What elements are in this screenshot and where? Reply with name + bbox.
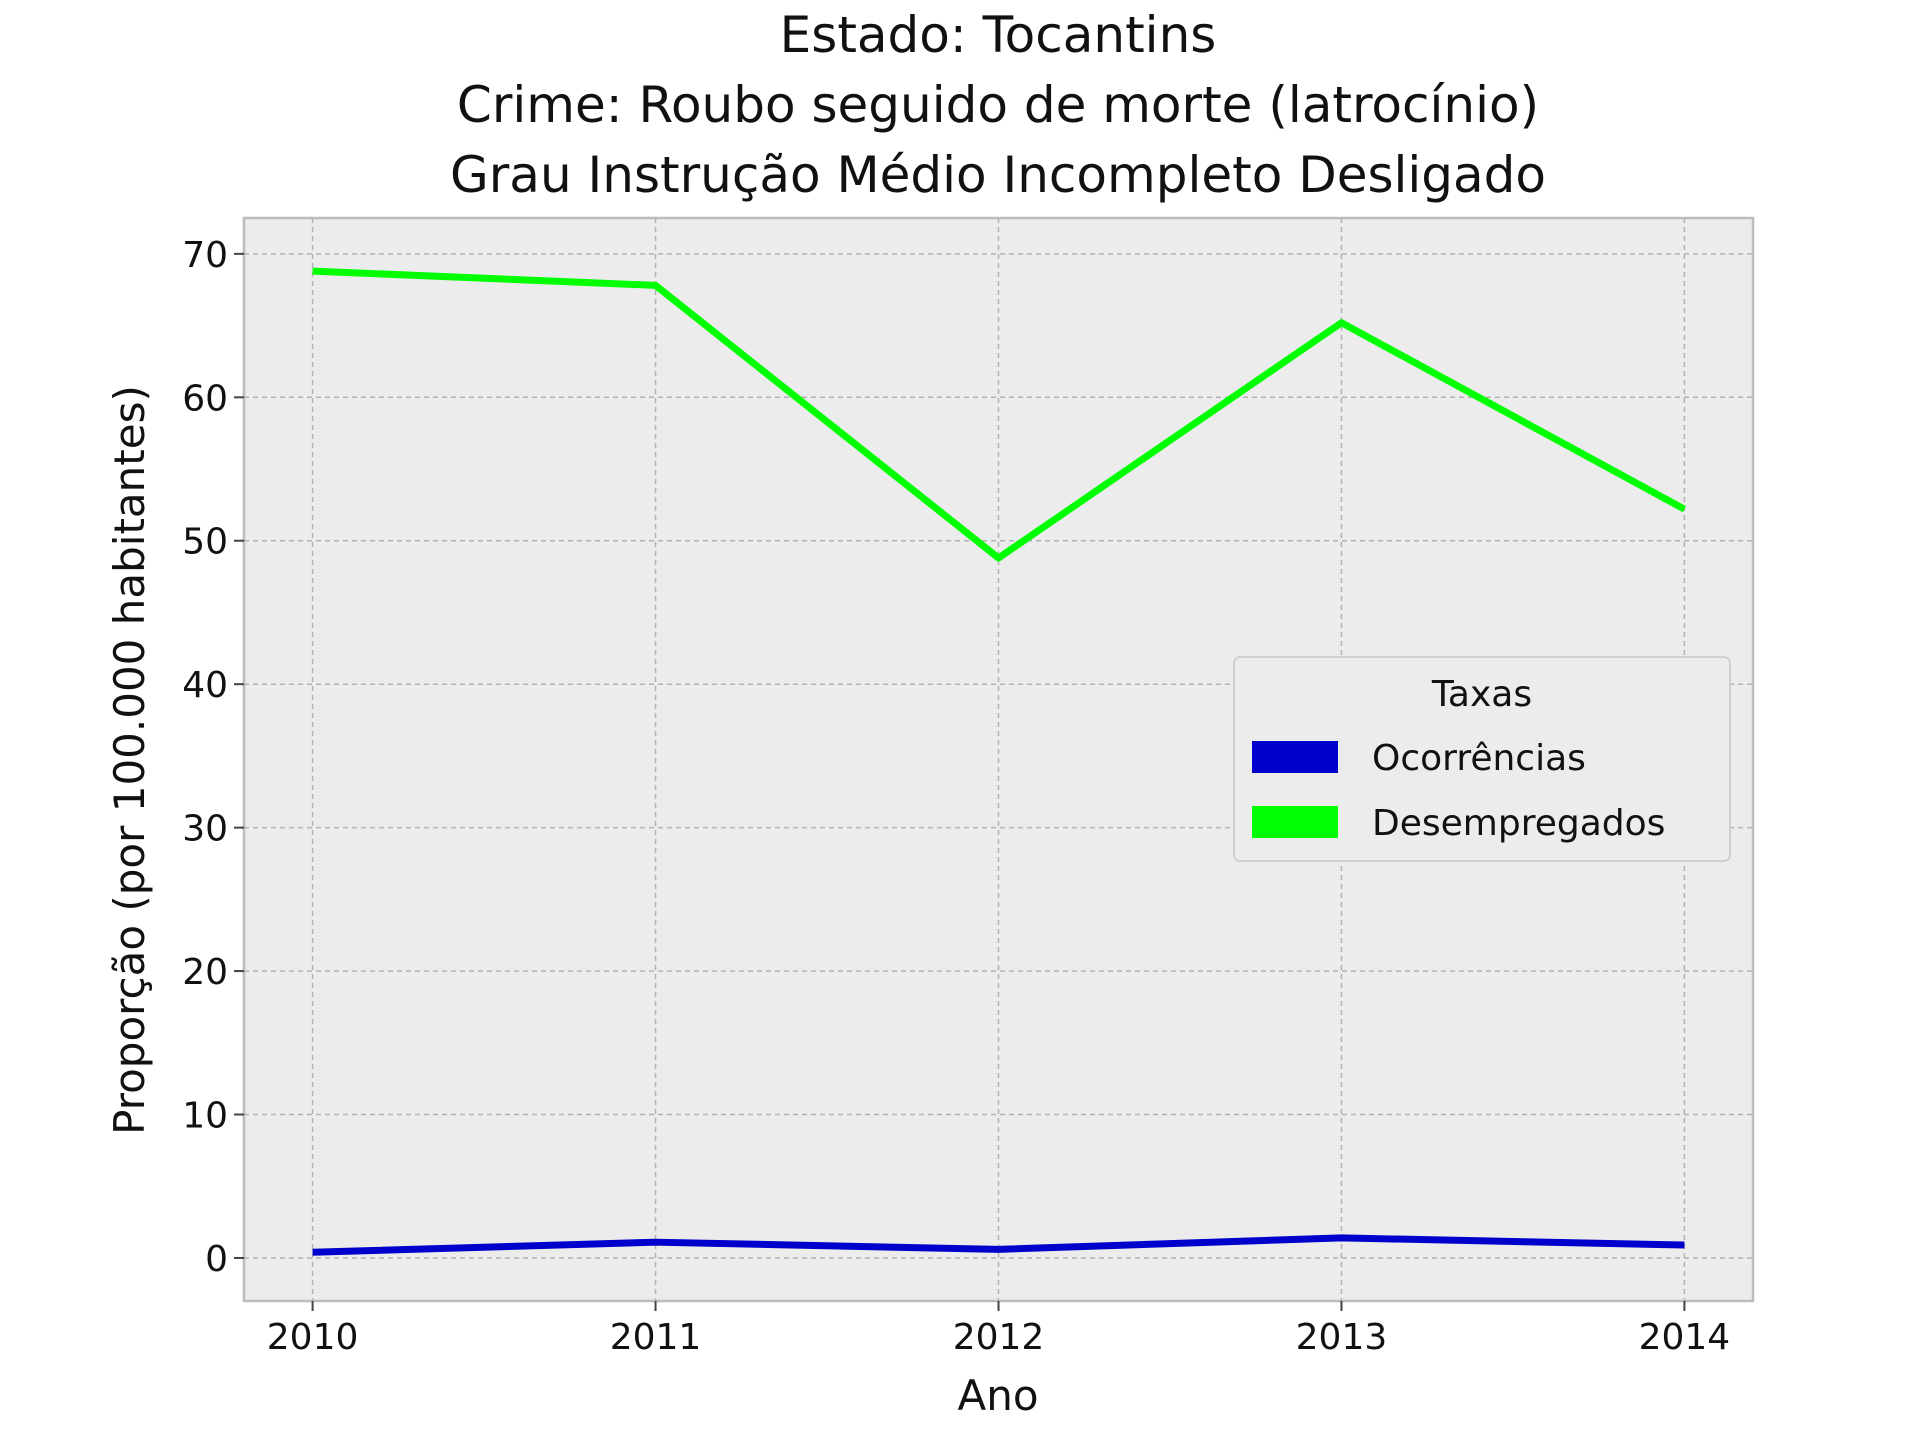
chart-title: Estado: Tocantins Crime: Roubo seguido d… — [450, 6, 1546, 204]
title-line-3: Grau Instrução Médio Incompleto Desligad… — [450, 146, 1546, 204]
legend-box — [1233, 656, 1731, 862]
series-lines — [312, 267, 1687, 1256]
y-tick-label: 30 — [182, 809, 228, 850]
y-tick-label: 70 — [182, 235, 228, 276]
y-tick-label: 10 — [182, 1096, 228, 1137]
y-tick-label: 20 — [182, 952, 228, 993]
x-tick-label: 2012 — [953, 1317, 1045, 1358]
x-tick-label: 2010 — [267, 1317, 359, 1358]
legend: Taxas Ocorrências Desempregados — [1233, 656, 1731, 862]
legend-title: Taxas — [1431, 674, 1532, 715]
legend-swatch-desempregados — [1252, 806, 1338, 838]
x-tick-label: 2014 — [1639, 1317, 1731, 1358]
series-line-ocorrencias — [312, 1234, 1685, 1256]
y-tick-label: 50 — [182, 522, 228, 563]
y-axis-ticks: 0 10 20 30 40 50 60 70 — [182, 235, 244, 1280]
y-tick-label: 0 — [205, 1239, 228, 1280]
y-tick-label: 40 — [182, 665, 228, 706]
x-tick-label: 2013 — [1296, 1317, 1388, 1358]
legend-label-ocorrencias: Ocorrências — [1372, 738, 1586, 779]
x-axis-ticks: 2010 2011 2012 2013 2014 — [267, 1301, 1730, 1358]
x-axis-label: Ano — [957, 1371, 1038, 1420]
title-line-1: Estado: Tocantins — [780, 6, 1217, 64]
legend-swatch-ocorrencias — [1252, 741, 1338, 773]
y-tick-label: 60 — [182, 378, 228, 419]
x-tick-label: 2011 — [610, 1317, 702, 1358]
y-axis-label: Proporção (por 100.000 habitantes) — [105, 385, 154, 1135]
legend-label-desempregados: Desempregados — [1372, 803, 1665, 844]
title-line-2: Crime: Roubo seguido de morte (latrocíni… — [457, 76, 1539, 134]
series-line-desempregados — [312, 267, 1687, 562]
